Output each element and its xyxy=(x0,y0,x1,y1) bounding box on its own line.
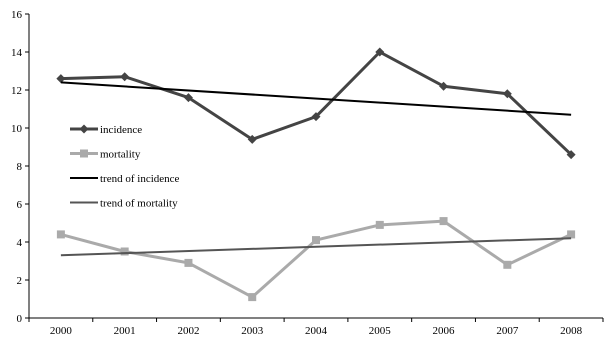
x-tick-label: 2000 xyxy=(50,325,73,337)
data-point-mortality xyxy=(567,230,576,239)
data-point-incidence xyxy=(439,81,449,91)
series-incidence xyxy=(56,47,576,160)
data-point-mortality xyxy=(503,260,512,269)
y-tick-label: 2 xyxy=(17,275,23,287)
series-line-trend-of-mortality xyxy=(60,237,572,257)
data-point-incidence xyxy=(56,74,66,84)
data-point-mortality xyxy=(56,230,65,239)
x-tick-label: 2004 xyxy=(305,325,328,337)
x-tick-label: 2008 xyxy=(560,325,583,337)
series-mortality xyxy=(56,217,576,302)
data-point-incidence xyxy=(120,72,130,82)
y-tick-label: 8 xyxy=(17,161,23,173)
x-tick-label: 2005 xyxy=(369,325,392,337)
data-point-mortality xyxy=(312,236,320,245)
y-tick-label: 16 xyxy=(11,9,23,21)
legend-label: incidence xyxy=(100,124,142,136)
x-tick-label: 2002 xyxy=(177,325,199,337)
data-point-mortality xyxy=(439,217,448,226)
data-point-mortality xyxy=(375,220,384,229)
data-point-incidence xyxy=(247,134,257,144)
x-tick-label: 2006 xyxy=(433,325,456,337)
legend-label: trend of mortality xyxy=(100,198,178,210)
legend-label: trend of incidence xyxy=(100,173,180,185)
data-point-incidence xyxy=(375,47,385,57)
y-tick-label: 6 xyxy=(17,199,23,211)
legend-item-mortality: mortality xyxy=(70,149,141,161)
y-tick-label: 0 xyxy=(17,313,23,325)
y-tick-label: 10 xyxy=(11,123,23,135)
legend-label: mortality xyxy=(100,149,141,161)
y-tick-label: 12 xyxy=(11,85,22,97)
x-tick-label: 2007 xyxy=(496,325,519,337)
data-point-mortality xyxy=(184,258,193,267)
series-line-incidence xyxy=(60,50,573,156)
legend-item-trend-of-incidence: trend of incidence xyxy=(70,173,180,185)
data-point-incidence xyxy=(566,150,576,160)
legend-item-incidence: incidence xyxy=(70,124,142,136)
series-trend-of-incidence xyxy=(60,81,572,116)
data-point-incidence xyxy=(311,112,321,122)
legend: incidence mortality trend of incidence tren… xyxy=(70,124,180,210)
series-trend-of-mortality xyxy=(60,237,572,257)
data-point-mortality xyxy=(120,247,129,256)
series-line-mortality xyxy=(60,219,572,299)
y-tick-label: 4 xyxy=(17,237,23,249)
series-layer xyxy=(56,47,576,302)
x-tick-label: 2003 xyxy=(241,325,264,337)
data-point-mortality xyxy=(248,293,257,302)
x-tick-label: 2001 xyxy=(114,325,136,337)
y-tick-label: 14 xyxy=(11,47,23,59)
series-line-trend-of-incidence xyxy=(60,81,572,116)
axes: 0 2 4 6 8 10 12 14 16 2000 2001 2002 2003 2004 2005 200… xyxy=(11,9,604,337)
legend-swatch-marker xyxy=(79,124,89,134)
data-point-incidence xyxy=(183,93,193,103)
legend-item-trend-of-mortality: trend of mortality xyxy=(70,198,178,210)
legend-swatch-marker xyxy=(80,149,88,158)
data-point-incidence xyxy=(502,89,512,99)
